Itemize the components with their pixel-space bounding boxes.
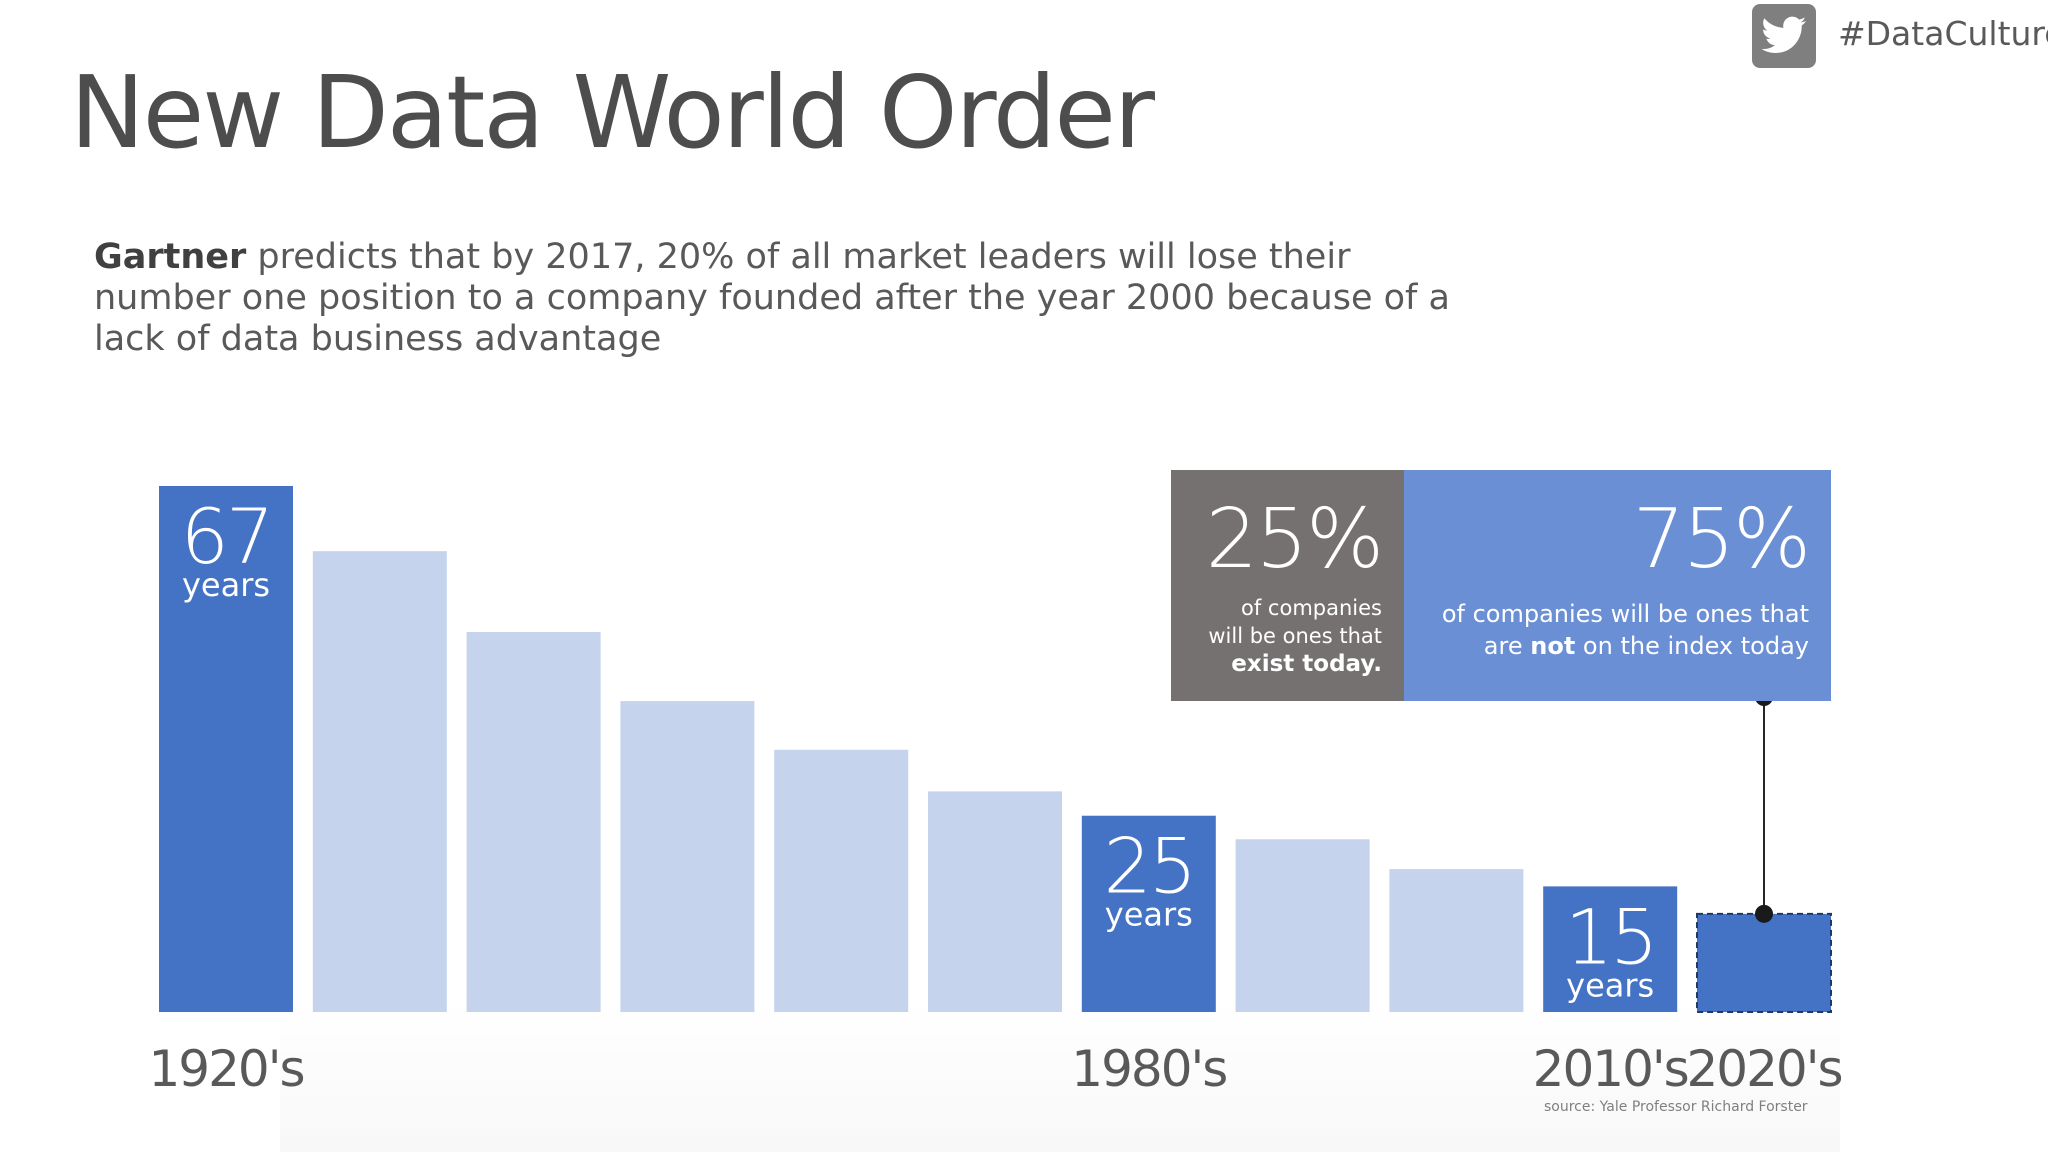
callout-new-companies: 75% of companies will be ones that are n… [1404,470,1831,701]
callout-left-line-1: of companies [1241,596,1382,620]
bar-4 [620,701,755,1012]
callout-right-line-1: of companies will be ones that [1441,600,1809,628]
callout-right-line2-post: on the index today [1575,632,1809,660]
bar-unit-label: years [1105,896,1193,934]
callout-right-line2-bold: not [1530,632,1576,660]
bar-2 [312,551,447,1012]
callout-left-bold: exist today [1231,651,1374,677]
bar-3 [466,632,601,1012]
callout-left-value: 25% [1205,492,1384,587]
bar-unit-label: years [1566,966,1654,1004]
bar-value-label: 67 [181,492,272,581]
description-bold: Gartner [94,237,247,277]
callout-left-line-2: will be ones that [1208,624,1382,648]
twitter-bird-icon [1761,16,1806,54]
x-tick-label: 1980's [1071,1040,1226,1098]
x-tick-label: 2020's [1686,1040,1841,1098]
bar-7 [1081,815,1216,1012]
chart-floor-shading [280,1000,1840,1152]
bar-1 [159,486,293,1012]
bar-value-label: 25 [1103,822,1194,911]
callout-right-value: 75% [1632,492,1811,587]
twitter-icon[interactable] [1752,4,1816,68]
bar-5 [774,749,909,1012]
bar-10 [1543,886,1678,1012]
hashtag-label[interactable]: #DataCulture [1838,14,2048,53]
bar-unit-label: years [182,566,270,604]
connector-dot-bottom [1755,904,1773,923]
description-text: Gartner predicts that by 2017, 20% of al… [94,237,1494,360]
callout-right-line-2: are not on the index today [1404,630,1809,662]
callout-right-line2-pre: are [1483,632,1531,660]
callout-left-line-3: exist today. [1171,650,1382,678]
callout-existing-companies: 25% of companies will be ones that exist… [1171,470,1404,701]
bar-8 [1235,839,1370,1012]
source-note: source: Yale Professor Richard Forster [1544,1099,1808,1115]
description-rest: predicts that by 2017, 20% of all market… [94,237,1450,359]
x-tick-label: 1920's [148,1040,303,1098]
bar-value-label: 15 [1565,892,1656,981]
callout-left-text: of companies will be ones that exist tod… [1171,594,1382,678]
bar-9 [1389,869,1524,1012]
callout-left-suffix: . [1373,651,1382,677]
callout-right-text: of companies will be ones that are not o… [1404,598,1809,662]
bar-11 [1696,912,1832,1013]
page-title: New Data World Order [70,54,1155,171]
x-tick-label: 2010's [1533,1040,1688,1098]
bar-6 [928,791,1062,1012]
